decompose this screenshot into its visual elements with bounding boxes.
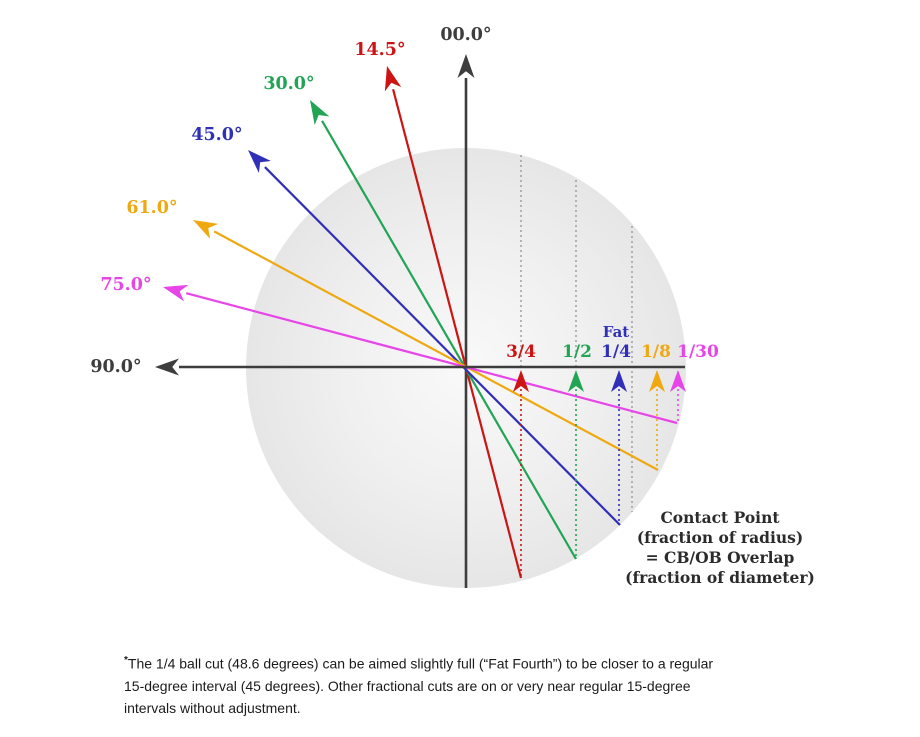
contact-1-4-arrowhead xyxy=(611,370,627,392)
contact-point-note: Contact Point (fraction of radius) = CB/… xyxy=(608,508,832,588)
cut-angle-61-label: 61.0° xyxy=(126,198,177,218)
cut-angle-61-arrowhead xyxy=(193,220,219,239)
cut-angle-30-label: 30.0° xyxy=(263,74,314,94)
cut-angle-0-label: 00.0° xyxy=(440,25,491,45)
cut-angle-14-5-label: 14.5° xyxy=(354,40,405,60)
footnote-asterisk: * xyxy=(124,655,128,666)
footnote: *The 1/4 ball cut (48.6 degrees) can be … xyxy=(124,650,784,719)
contact-1-2-arrowhead xyxy=(568,370,584,392)
cut-angle-75-label: 75.0° xyxy=(100,275,151,295)
contact-note-line: = CB/OB Overlap xyxy=(645,548,795,567)
footnote-line: *The 1/4 ball cut (48.6 degrees) can be … xyxy=(124,655,714,672)
cut-angle-0-arrowhead xyxy=(457,54,475,78)
cut-angle-75-line xyxy=(185,292,678,425)
contact-3-4-label: 3/4 xyxy=(506,342,536,362)
contact-note-line: Contact Point xyxy=(660,508,780,527)
cut-angle-14-5-line xyxy=(392,88,523,579)
cut-angle-61-line xyxy=(213,230,659,471)
footnote-line: 15-degree interval (45 degrees). Other f… xyxy=(124,677,691,694)
cut-angle-45-label: 45.0° xyxy=(191,125,242,145)
contact-1-30-label: 1/30 xyxy=(677,342,719,362)
contact-1-4-sublabel: Fat xyxy=(603,323,630,341)
contact-note-line: (fraction of diameter) xyxy=(625,568,815,587)
contact-1-8-label: 1/8 xyxy=(641,342,671,362)
cut-angle-30-line xyxy=(321,120,577,560)
cut-angle-30-arrowhead xyxy=(310,100,330,126)
cut-angle-45-line xyxy=(264,166,621,526)
cut-angle-90-label: 90.0° xyxy=(90,357,141,377)
contact-note-line: (fraction of radius) xyxy=(636,528,804,547)
contact-1-30-arrowhead xyxy=(670,370,686,392)
contact-1-2-label: 1/2 xyxy=(562,342,592,362)
contact-3-4-arrowhead xyxy=(513,370,529,392)
footnote-line: intervals without adjustment. xyxy=(124,699,301,716)
cut-angle-14-5-arrowhead xyxy=(384,66,402,92)
cut-angle-90-arrowhead xyxy=(155,358,179,376)
contact-1-8-arrowhead xyxy=(649,370,665,392)
cut-angle-45-arrowhead xyxy=(248,150,271,174)
cut-angle-75-arrowhead xyxy=(163,284,189,302)
contact-1-4-label: 1/4 xyxy=(601,342,631,362)
